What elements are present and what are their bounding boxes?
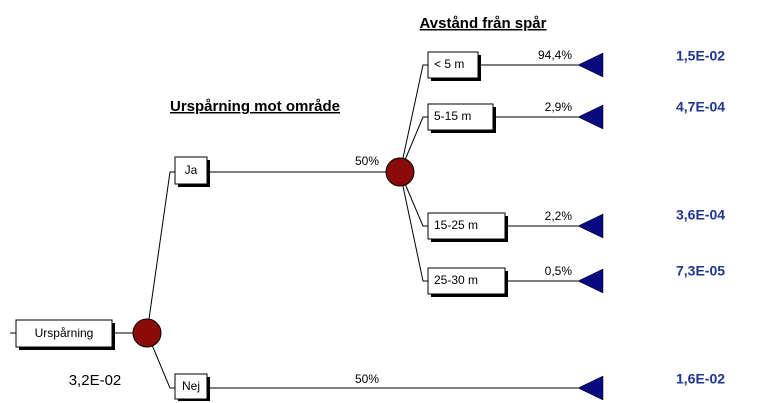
- result: 7,3E-05: [676, 263, 725, 279]
- node-box: [427, 267, 506, 295]
- probability: 50%: [355, 372, 379, 386]
- end-node: [577, 213, 604, 239]
- end-node: [577, 52, 604, 78]
- probability: 50%: [355, 154, 379, 168]
- probability: 94,4%: [538, 48, 572, 62]
- probability: 2,9%: [545, 100, 573, 114]
- result: 4,7E-04: [676, 99, 725, 115]
- node-label: 15-25 m: [434, 218, 478, 232]
- connector: [399, 116, 428, 173]
- node-label: Ja: [185, 163, 198, 177]
- connector: [146, 171, 175, 334]
- result: 3,6E-04: [676, 207, 725, 223]
- node-label: Nej: [182, 379, 200, 393]
- node-label: 5-15 m: [434, 109, 471, 123]
- node-box: [174, 156, 208, 185]
- node-box: [427, 103, 494, 131]
- sub-branches: < 5 m 94,4% 1,5E-02 5-15 m 2,9% 4,7E-04 15-25 …: [399, 48, 725, 297]
- header: Urspårning mot område: [170, 98, 340, 115]
- probability: 0,5%: [545, 264, 573, 278]
- node-label: Urspårning: [35, 326, 94, 340]
- header: Avstånd från spår: [420, 15, 547, 32]
- end-node: [577, 104, 604, 130]
- chance-node: [385, 157, 415, 187]
- root-value: 3,2E-02: [69, 372, 122, 389]
- probability: 2,2%: [545, 209, 573, 223]
- chance-node: [132, 318, 162, 348]
- result: 1,5E-02: [676, 48, 725, 64]
- connector: [146, 332, 175, 389]
- connector: [399, 171, 428, 282]
- node-label: < 5 m: [434, 57, 464, 71]
- node-label: 25-30 m: [434, 273, 478, 287]
- node-box: [174, 373, 208, 400]
- connector: [399, 64, 428, 173]
- end-node: [577, 375, 604, 401]
- end-node: [577, 268, 604, 294]
- node-box: [15, 319, 113, 348]
- connector: [399, 171, 428, 227]
- result: 1,6E-02: [676, 371, 725, 387]
